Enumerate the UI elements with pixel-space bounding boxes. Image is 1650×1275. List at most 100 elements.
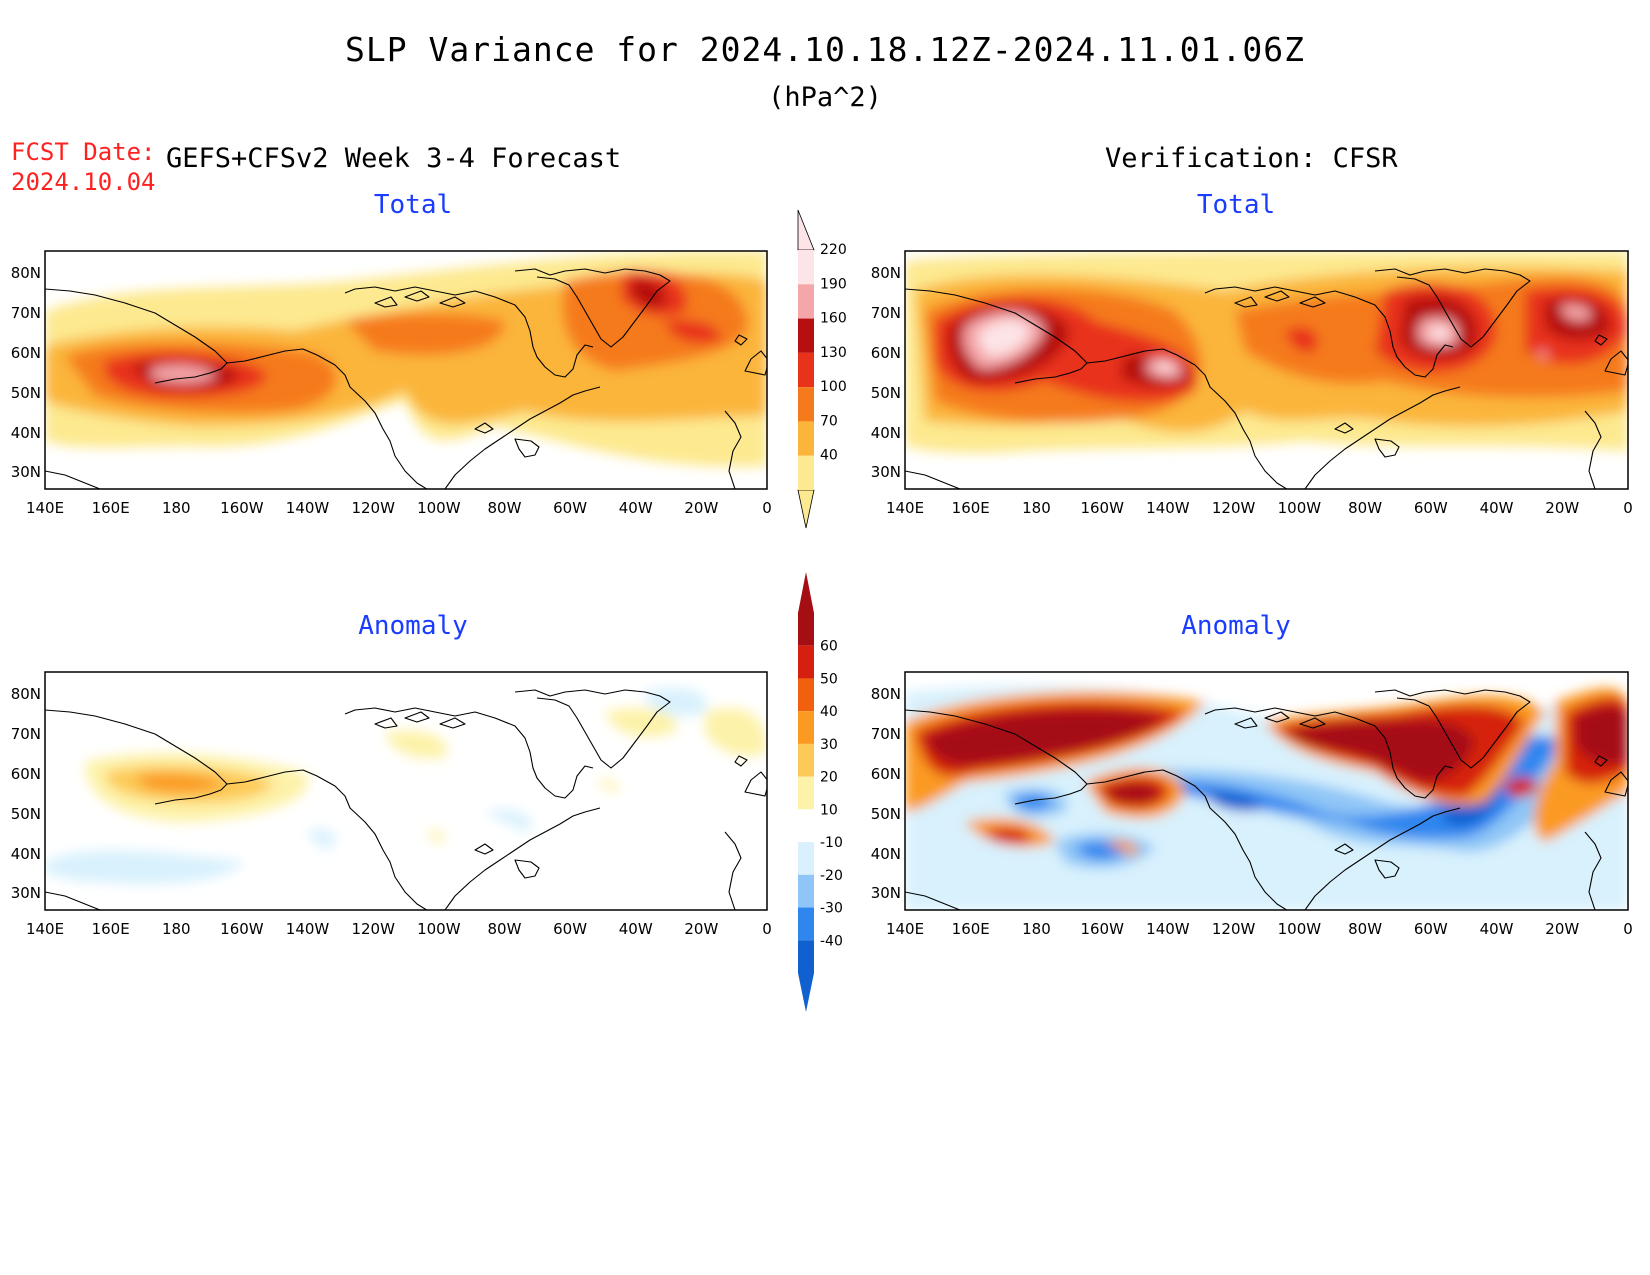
lon-tick-label: 140W: [1146, 920, 1190, 938]
units-label: (hPa^2): [768, 82, 882, 113]
colorbar-anomaly-label: 60: [820, 639, 838, 655]
lat-tick-label: 60N: [11, 344, 41, 362]
lon-tick-label: 0: [1623, 499, 1633, 517]
lon-tick-label: 160E: [92, 920, 130, 938]
lon-tick-label: 160E: [952, 920, 990, 938]
lon-tick-label: 160W: [1080, 499, 1124, 517]
forecast-total-title: Total: [373, 190, 453, 220]
lon-tick-label: 80W: [1348, 499, 1382, 517]
colorbar-anomaly-swatch: [798, 776, 814, 810]
colorbar-anomaly-label: 20: [820, 770, 838, 786]
lon-tick-label: 60W: [1414, 920, 1448, 938]
colorbar-total-swatch: [798, 250, 814, 285]
colorbar-anomaly-swatch: [798, 613, 814, 646]
colorbar-total-swatch: [798, 421, 814, 456]
colorbar-anomaly-swatch: [798, 907, 814, 941]
lat-tick-label: 60N: [11, 765, 41, 783]
lon-tick-label: 100W: [1278, 920, 1322, 938]
lat-tick-label: 30N: [11, 463, 41, 481]
colorbar-total-label: 130: [820, 345, 847, 361]
colorbar-total-swatch: [798, 318, 814, 353]
lat-tick-label: 70N: [871, 725, 901, 743]
lon-tick-label: 0: [762, 499, 772, 517]
colorbar-anomaly-label: 40: [820, 704, 838, 720]
lat-tick-label: 40N: [11, 424, 41, 442]
lon-tick-label: 60W: [1414, 499, 1448, 517]
colorbar-anomaly-swatch: [798, 678, 814, 712]
lon-tick-label: 20W: [1545, 499, 1579, 517]
colorbar-total-label: 70: [820, 413, 838, 429]
lon-tick-label: 140E: [26, 499, 64, 517]
lon-tick-label: 160W: [220, 920, 264, 938]
lon-tick-label: 140W: [286, 920, 330, 938]
colorbar-total-label: 190: [820, 276, 847, 292]
lat-tick-label: 50N: [871, 805, 901, 823]
lon-tick-label: 120W: [351, 920, 395, 938]
lon-tick-label: 0: [762, 920, 772, 938]
colorbar-anomaly-swatch: [798, 842, 814, 875]
lon-tick-label: 100W: [417, 499, 461, 517]
colorbar-total-label: 40: [820, 448, 838, 464]
lat-tick-label: 30N: [11, 884, 41, 902]
colorbar-anomaly-swatch: [798, 645, 814, 679]
lat-tick-label: 30N: [871, 463, 901, 481]
verification-heading: Verification: CFSR: [1105, 143, 1398, 174]
lon-tick-label: 160W: [220, 499, 264, 517]
colorbar-total: 40 70 100 130 160 190 220: [797, 209, 847, 529]
colorbar-anomaly-label: 30: [820, 737, 838, 753]
colorbar-anomaly-label: 10: [820, 802, 838, 818]
colorbar-anomaly-swatch: [798, 711, 814, 744]
lon-tick-label: 120W: [1212, 499, 1256, 517]
lat-tick-label: 50N: [11, 384, 41, 402]
lat-tick-label: 50N: [11, 805, 41, 823]
lon-tick-label: 140E: [886, 920, 924, 938]
colorbar-total-swatch: [798, 387, 814, 422]
lon-tick-label: 120W: [1212, 920, 1256, 938]
forecast-anomaly-map: [44, 671, 768, 911]
lon-tick-label: 140E: [26, 920, 64, 938]
lat-tick-label: 80N: [11, 264, 41, 282]
colorbar-anomaly-label: -40: [820, 933, 843, 949]
colorbar-anomaly-swatch: [798, 940, 814, 973]
lon-tick-label: 140E: [886, 499, 924, 517]
lon-tick-label: 60W: [553, 499, 587, 517]
fcst-date-label: FCST Date:: [11, 138, 156, 166]
lon-tick-label: 160W: [1080, 920, 1124, 938]
lon-tick-label: 40W: [619, 499, 653, 517]
lon-tick-label: 80W: [487, 499, 521, 517]
lon-tick-label: 180: [1022, 920, 1051, 938]
lat-tick-label: 30N: [871, 884, 901, 902]
lat-tick-label: 60N: [871, 765, 901, 783]
lon-tick-label: 100W: [1278, 499, 1322, 517]
lat-tick-label: 50N: [871, 384, 901, 402]
lon-tick-label: 140W: [286, 499, 330, 517]
lon-tick-label: 20W: [1545, 920, 1579, 938]
lat-tick-label: 70N: [11, 725, 41, 743]
lat-tick-label: 40N: [871, 424, 901, 442]
colorbar-total-label: 220: [820, 242, 847, 258]
colorbar-total-swatch: [798, 352, 814, 388]
lon-tick-label: 140W: [1146, 499, 1190, 517]
verification-anomaly-map: [904, 671, 1629, 911]
lat-tick-label: 40N: [871, 845, 901, 863]
colorbar-total-label: 100: [820, 379, 847, 395]
colorbar-total-label: 160: [820, 311, 847, 327]
colorbar-anomaly-swatch: [798, 874, 814, 908]
colorbar-anomaly-swatch: [798, 809, 814, 843]
lon-tick-label: 80W: [487, 920, 521, 938]
verification-total-title: Total: [1196, 190, 1276, 220]
lon-tick-label: 160E: [92, 499, 130, 517]
colorbar-total-swatch: [798, 455, 814, 490]
colorbar-anomaly-swatch: [798, 743, 814, 777]
lat-tick-label: 80N: [11, 685, 41, 703]
verification-total-map: [904, 250, 1629, 490]
verification-anomaly-title: Anomaly: [1181, 611, 1291, 641]
lon-tick-label: 100W: [417, 920, 461, 938]
lat-tick-label: 80N: [871, 264, 901, 282]
lon-tick-label: 20W: [684, 920, 718, 938]
forecast-heading: GEFS+CFSv2 Week 3-4 Forecast: [166, 143, 622, 174]
lat-tick-label: 60N: [871, 344, 901, 362]
lon-tick-label: 0: [1623, 920, 1633, 938]
lon-tick-label: 120W: [351, 499, 395, 517]
